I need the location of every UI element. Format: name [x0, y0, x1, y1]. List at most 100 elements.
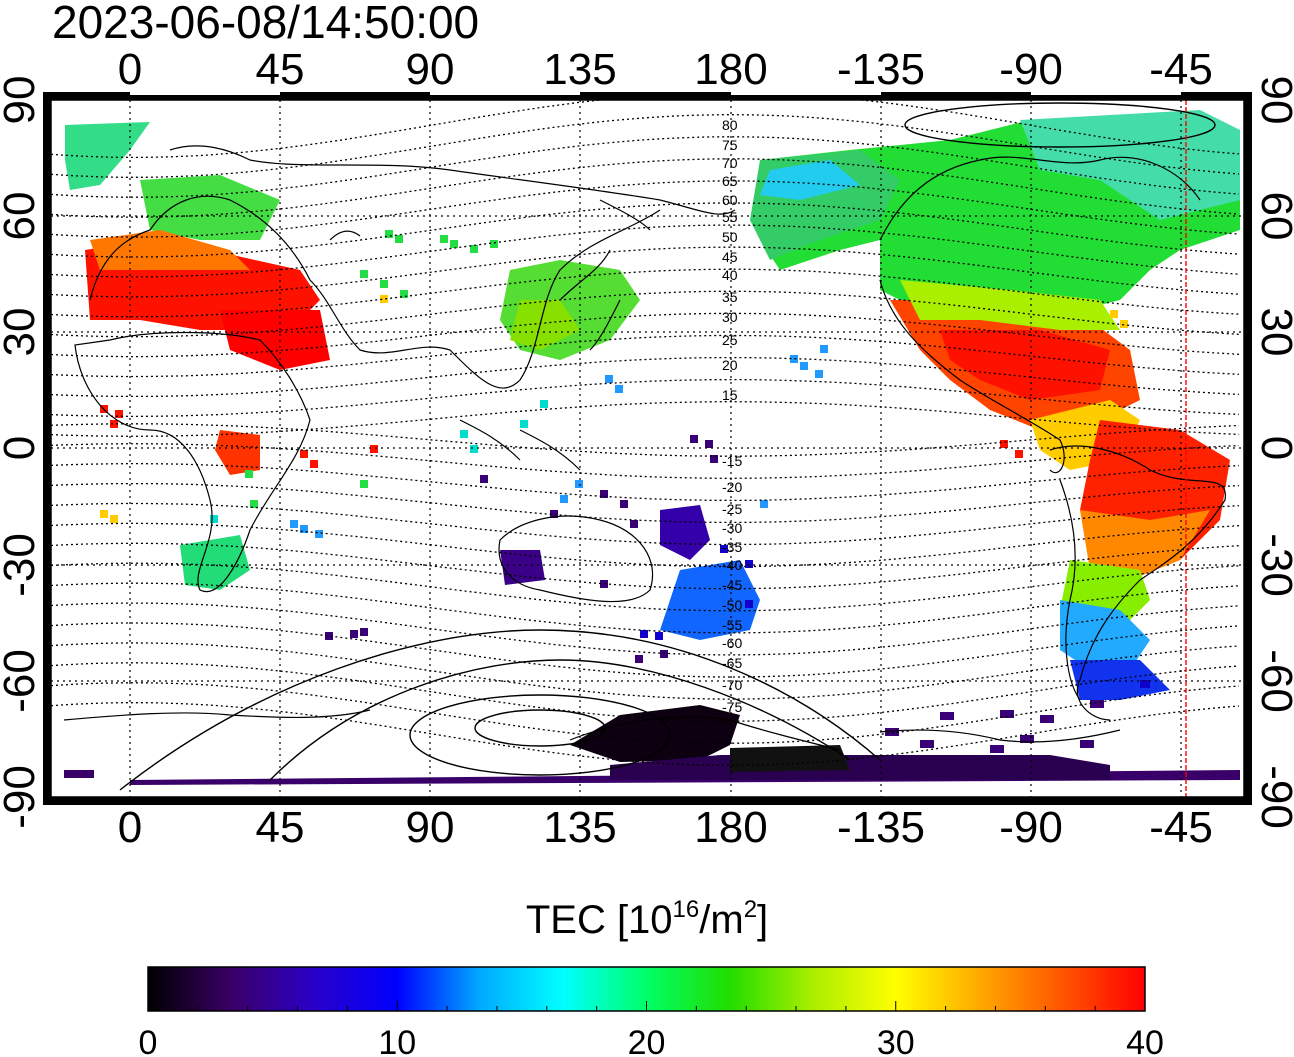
bottom-longitude-ticks: 0 45 90 135 180 -135 -90 -45	[118, 803, 1213, 852]
contour-line	[51, 443, 1240, 479]
contour-label: 25	[722, 332, 738, 348]
lat-tick-right: 60	[1252, 192, 1294, 241]
contour-line	[51, 158, 1240, 218]
lat-tick-right: 30	[1252, 308, 1294, 357]
contour-line	[51, 662, 1240, 722]
lon-tick-top: 45	[256, 45, 305, 94]
contour-label: -45	[722, 577, 742, 593]
lon-tick-bottom: 135	[543, 803, 616, 852]
contour-line	[51, 290, 1240, 338]
magnetic-latitude-contours	[51, 100, 1240, 766]
contour-line	[51, 114, 1240, 178]
lat-tick-right: 0	[1252, 436, 1294, 460]
contour-line	[51, 246, 1240, 298]
contour-line	[51, 502, 1240, 546]
frame-bars	[43, 92, 1252, 805]
contour-line	[51, 702, 1240, 766]
contour-line	[51, 542, 1240, 590]
lon-tick-top: 135	[543, 45, 616, 94]
lat-tick-left: 90	[0, 76, 44, 125]
colorbar-title-exp1: 16	[672, 896, 700, 923]
lat-tick-right: -60	[1252, 649, 1294, 713]
coastlines	[63, 145, 1226, 751]
colorbar-tick-label: 30	[877, 1024, 915, 1057]
lon-tick-bottom: 180	[694, 803, 767, 852]
colorbar-minor-ticks	[147, 1001, 1146, 1011]
contour-line	[51, 136, 1240, 198]
top-longitude-ticks: 0 45 90 135 180 -135 -90 -45	[118, 45, 1213, 94]
contour-label: 50	[722, 229, 738, 245]
contour-label: -50	[722, 597, 742, 613]
lon-tick-bottom: 90	[406, 803, 455, 852]
polar-contours	[119, 102, 1216, 791]
contour-label: 40	[722, 267, 738, 283]
contour-line	[51, 378, 1240, 418]
contour-label: -65	[722, 655, 742, 671]
lon-tick-bottom: 45	[256, 803, 305, 852]
contour-label: -25	[722, 501, 742, 517]
colorbar-tick-label: 20	[628, 1024, 666, 1057]
contour-label: 80	[722, 117, 738, 133]
contour-line	[51, 334, 1240, 378]
colorbar-tick-labels: 0 10 20 30 40	[139, 1024, 1164, 1057]
contour-line	[51, 224, 1240, 278]
contour-label: 15	[722, 387, 738, 403]
contour-line	[51, 356, 1240, 398]
lat-tick-left: -30	[0, 533, 44, 597]
contour-line	[51, 180, 1240, 238]
lat-tick-left: 30	[0, 308, 44, 357]
lon-tick-bottom: -90	[999, 803, 1063, 852]
lat-tick-left: 60	[0, 192, 44, 241]
contour-label: 65	[722, 173, 738, 189]
left-latitude-ticks: 90 60 30 0 -30 -60 -90	[0, 76, 44, 829]
lon-tick-top: -90	[999, 45, 1063, 94]
colorbar-title-main: TEC [10	[525, 898, 673, 942]
lat-tick-left: -60	[0, 649, 44, 713]
lat-tick-right: -30	[1252, 533, 1294, 597]
contour-label: 55	[722, 209, 738, 225]
lon-tick-top: -45	[1149, 45, 1213, 94]
lat-tick-left: 0	[0, 436, 44, 460]
contour-label: -75	[722, 699, 742, 715]
contour-line	[51, 602, 1240, 656]
colorbar-title-exp2: 2	[743, 896, 758, 923]
lon-tick-bottom: -135	[837, 803, 925, 852]
contour-label: -20	[722, 479, 742, 495]
contour-label: 60	[722, 192, 738, 208]
contour-label: -15	[722, 453, 742, 469]
colorbar-tick-label: 0	[139, 1024, 158, 1057]
lon-tick-top: 180	[694, 45, 767, 94]
contour-label: 20	[722, 357, 738, 373]
contour-line	[51, 100, 1240, 159]
contour-line	[51, 268, 1240, 318]
contour-line	[51, 401, 1240, 437]
lon-tick-top: 0	[118, 45, 142, 94]
graticule	[51, 100, 1244, 797]
contour-label: -60	[722, 635, 742, 651]
contour-label: -70	[722, 677, 742, 693]
lat-tick-right: 90	[1252, 76, 1294, 125]
lat-tick-left: -90	[0, 765, 44, 829]
contour-label: -30	[722, 520, 742, 536]
lon-tick-bottom: 0	[118, 803, 142, 852]
colorbar-title-mid: /m	[699, 898, 744, 942]
colorbar-tick-label: 10	[378, 1024, 416, 1057]
colorbar-tick-label: 40	[1126, 1024, 1164, 1057]
contour-label: 45	[722, 249, 738, 265]
contour-line	[51, 312, 1240, 358]
lon-tick-bottom: -45	[1149, 803, 1213, 852]
colorbar-title: TEC [1016/m2]	[0, 896, 1294, 943]
contour-line	[51, 682, 1240, 744]
contour-label: -55	[722, 617, 742, 633]
colorbar-title-end: ]	[757, 898, 769, 942]
lon-tick-top: 90	[406, 45, 455, 94]
lat-tick-right: -90	[1252, 765, 1294, 829]
contour-line	[51, 522, 1240, 568]
timestamp-label: 2023-06-08/14:50:00	[52, 0, 480, 48]
contour-label: 75	[722, 137, 738, 153]
contour-label: 35	[722, 289, 738, 305]
contour-line	[51, 582, 1240, 634]
contour-line	[51, 462, 1240, 502]
contour-label: -40	[722, 557, 742, 573]
contour-label: -35	[722, 539, 742, 555]
